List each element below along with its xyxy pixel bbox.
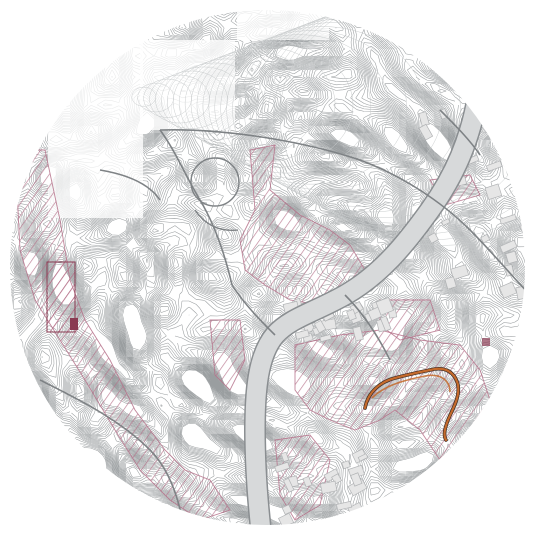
dark-parcel bbox=[482, 338, 490, 346]
building bbox=[379, 315, 392, 332]
building bbox=[427, 232, 439, 244]
building bbox=[504, 264, 515, 277]
road bbox=[439, 109, 481, 156]
roundabout bbox=[190, 157, 240, 207]
building bbox=[323, 520, 337, 526]
road bbox=[194, 209, 239, 231]
trail-branch bbox=[371, 374, 451, 399]
building bbox=[350, 472, 363, 487]
map-frame bbox=[9, 9, 526, 526]
building bbox=[499, 213, 517, 225]
building bbox=[375, 296, 394, 316]
building bbox=[418, 123, 434, 141]
hatched-zone bbox=[209, 319, 246, 391]
highlighted-trail bbox=[363, 367, 461, 442]
river-water bbox=[245, 85, 488, 526]
road bbox=[99, 169, 161, 201]
dark-parcel bbox=[70, 318, 78, 330]
building bbox=[278, 524, 291, 526]
building bbox=[280, 451, 290, 463]
building bbox=[346, 308, 357, 321]
building bbox=[281, 504, 293, 515]
building bbox=[319, 334, 332, 343]
building bbox=[302, 475, 313, 488]
building bbox=[505, 250, 519, 265]
blank-tile bbox=[48, 40, 143, 218]
road bbox=[159, 128, 526, 301]
building bbox=[450, 264, 470, 280]
building bbox=[341, 460, 351, 470]
building bbox=[274, 461, 291, 473]
building bbox=[335, 500, 353, 511]
hatched-zone bbox=[274, 434, 331, 521]
trail-line bbox=[363, 367, 460, 442]
building bbox=[294, 329, 310, 340]
building bbox=[484, 183, 503, 201]
roads bbox=[39, 109, 526, 526]
building bbox=[485, 160, 503, 172]
river-channel bbox=[243, 84, 489, 526]
road bbox=[344, 294, 391, 361]
building bbox=[354, 524, 368, 526]
building bbox=[499, 239, 518, 254]
road bbox=[39, 379, 186, 526]
building bbox=[313, 319, 327, 334]
building bbox=[444, 276, 457, 290]
building bbox=[480, 233, 491, 244]
building bbox=[357, 453, 369, 462]
hatched-zones bbox=[14, 144, 491, 521]
building bbox=[498, 281, 518, 299]
building bbox=[348, 523, 358, 526]
building bbox=[441, 218, 451, 227]
building bbox=[514, 136, 526, 155]
building bbox=[283, 477, 295, 493]
building bbox=[319, 480, 338, 495]
building bbox=[352, 325, 364, 342]
road bbox=[231, 284, 276, 336]
